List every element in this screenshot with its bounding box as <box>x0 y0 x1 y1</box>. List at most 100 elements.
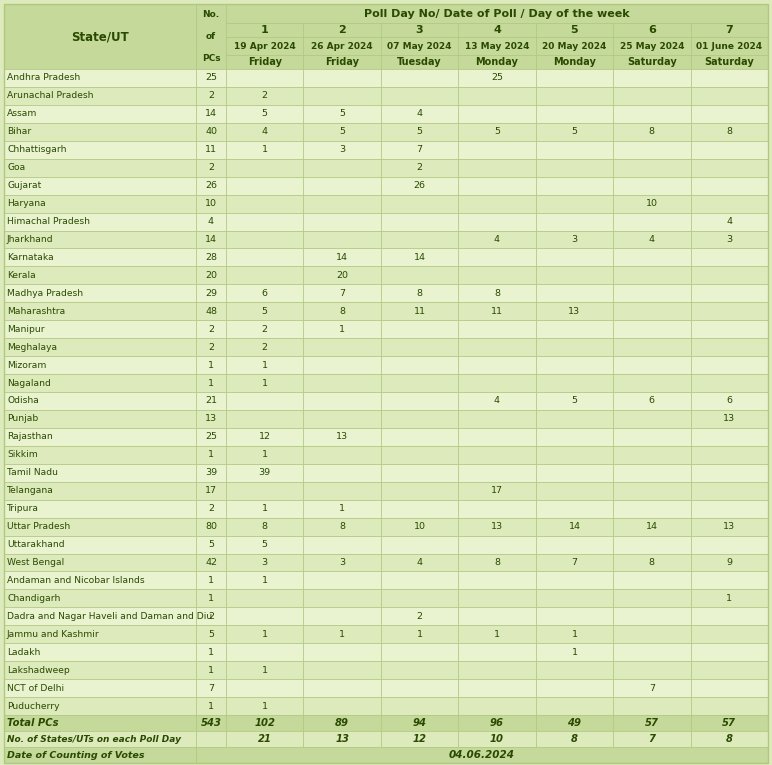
Text: 6: 6 <box>726 396 733 405</box>
Bar <box>226 356 303 374</box>
Bar <box>226 285 303 302</box>
Bar <box>303 55 381 69</box>
Text: 8: 8 <box>339 522 345 531</box>
Text: 25: 25 <box>491 73 503 83</box>
Bar <box>4 69 196 87</box>
Text: 7: 7 <box>571 558 577 567</box>
Bar <box>459 500 536 518</box>
Bar <box>381 374 459 392</box>
Bar <box>536 338 613 356</box>
Bar <box>303 589 381 607</box>
Text: 20: 20 <box>205 271 217 280</box>
Bar <box>691 123 768 141</box>
Text: 543: 543 <box>201 718 222 728</box>
Bar <box>4 4 196 69</box>
Text: 5: 5 <box>262 307 268 316</box>
Text: Ladakh: Ladakh <box>7 648 40 656</box>
Bar <box>303 428 381 446</box>
Text: 29: 29 <box>205 289 217 298</box>
Bar <box>303 230 381 249</box>
Text: 1: 1 <box>417 630 422 639</box>
Bar <box>381 643 459 661</box>
Text: Monday: Monday <box>476 57 519 67</box>
Bar <box>196 4 226 69</box>
Bar <box>381 697 459 715</box>
Text: Manipur: Manipur <box>7 324 45 334</box>
Bar <box>613 625 691 643</box>
Bar <box>303 266 381 285</box>
Bar <box>613 158 691 177</box>
Bar <box>226 518 303 536</box>
Bar <box>536 374 613 392</box>
Bar <box>303 571 381 589</box>
Text: 13: 13 <box>336 432 348 441</box>
Bar <box>459 213 536 230</box>
Bar <box>303 464 381 482</box>
Text: 1: 1 <box>208 379 214 388</box>
Text: 8: 8 <box>726 127 733 136</box>
Bar <box>381 661 459 679</box>
Text: 94: 94 <box>412 718 427 728</box>
Text: 5: 5 <box>262 540 268 549</box>
Bar <box>459 374 536 392</box>
Bar <box>459 661 536 679</box>
Bar <box>459 625 536 643</box>
Bar <box>691 105 768 123</box>
Text: 1: 1 <box>494 630 500 639</box>
Bar <box>4 194 196 213</box>
Bar <box>303 500 381 518</box>
Bar <box>536 428 613 446</box>
Bar <box>691 321 768 338</box>
Bar <box>536 410 613 428</box>
Bar <box>196 249 226 266</box>
Text: No.: No. <box>202 11 219 19</box>
Bar <box>691 213 768 230</box>
Bar <box>303 392 381 410</box>
Text: 1: 1 <box>571 648 577 656</box>
Bar <box>226 500 303 518</box>
Bar <box>459 87 536 105</box>
Bar <box>536 55 613 69</box>
Bar <box>196 697 226 715</box>
Bar <box>303 213 381 230</box>
Bar <box>381 213 459 230</box>
Text: 3: 3 <box>571 235 577 244</box>
Bar <box>303 87 381 105</box>
Text: Mizoram: Mizoram <box>7 360 46 369</box>
Text: 7: 7 <box>339 289 345 298</box>
Text: Haryana: Haryana <box>7 199 46 208</box>
Bar <box>613 571 691 589</box>
Text: 2: 2 <box>208 612 214 621</box>
Bar <box>381 731 459 747</box>
Bar <box>613 194 691 213</box>
Bar <box>691 715 768 731</box>
Text: 13: 13 <box>335 734 349 744</box>
Bar <box>381 482 459 500</box>
Text: 10: 10 <box>205 199 217 208</box>
Bar <box>226 302 303 321</box>
Bar <box>196 589 226 607</box>
Text: 1: 1 <box>339 630 345 639</box>
Bar <box>381 410 459 428</box>
Text: 17: 17 <box>491 487 503 495</box>
Bar <box>226 589 303 607</box>
Text: 9: 9 <box>726 558 733 567</box>
Bar <box>226 428 303 446</box>
Text: 1: 1 <box>208 702 214 711</box>
Bar <box>381 321 459 338</box>
Bar <box>536 177 613 194</box>
Bar <box>613 141 691 158</box>
Bar <box>613 87 691 105</box>
Text: Jammu and Kashmir: Jammu and Kashmir <box>7 630 100 639</box>
Bar <box>226 482 303 500</box>
Bar <box>536 213 613 230</box>
Bar <box>536 285 613 302</box>
Bar <box>196 141 226 158</box>
Bar <box>303 643 381 661</box>
Bar <box>381 302 459 321</box>
Bar <box>4 607 196 625</box>
Bar <box>303 731 381 747</box>
Bar <box>196 679 226 697</box>
Bar <box>381 37 459 55</box>
Text: 13: 13 <box>205 415 217 423</box>
